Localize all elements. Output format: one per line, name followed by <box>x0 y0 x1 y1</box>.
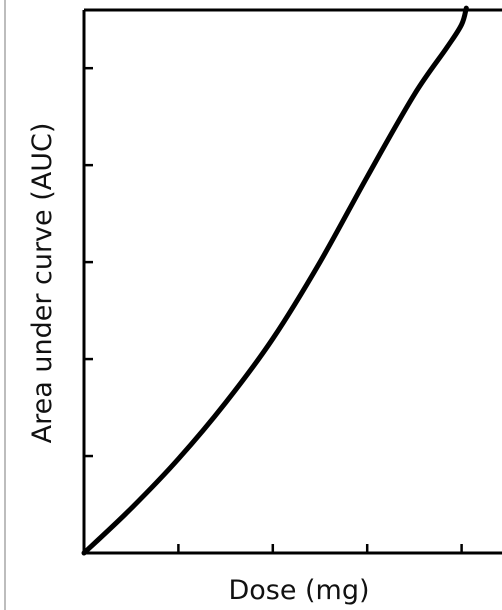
y-axis-label: Area under curve (AUC) <box>27 123 58 444</box>
auc-dose-curve <box>81 5 469 556</box>
x-axis-label: Dose (mg) <box>228 575 369 606</box>
plot-area <box>81 5 502 556</box>
